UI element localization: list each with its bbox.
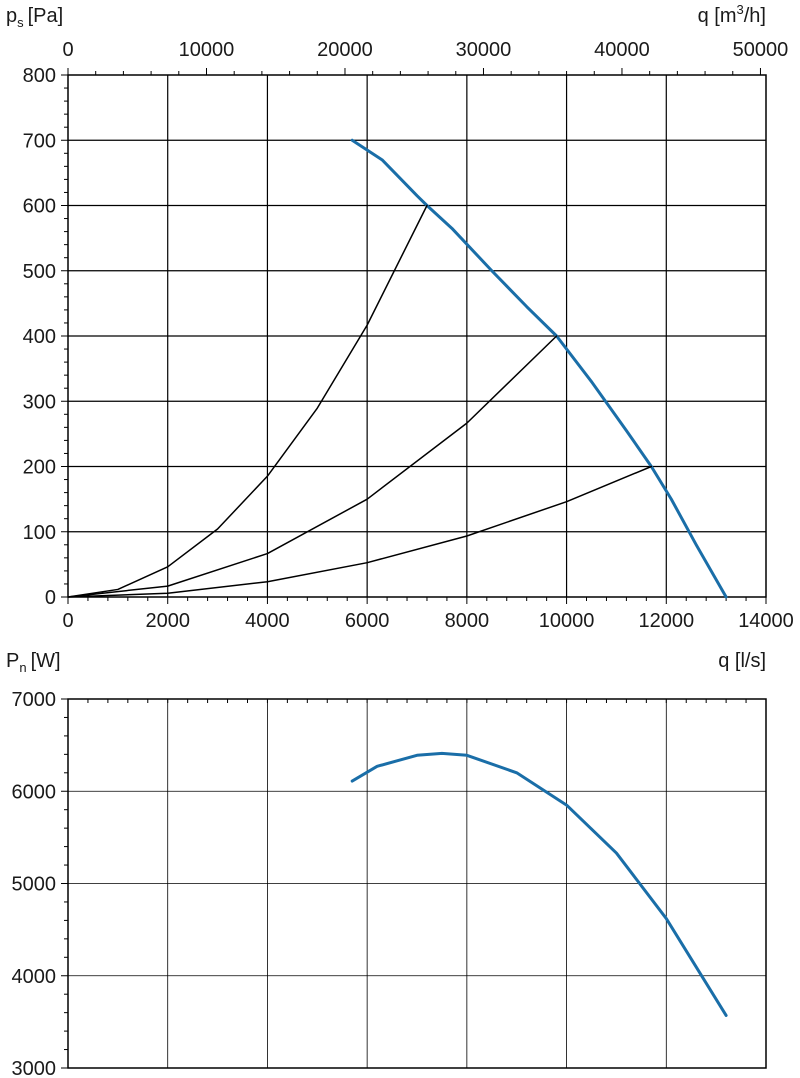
- top-x2-tick-label: 0: [62, 39, 73, 61]
- top-x2-tick-label: 40000: [594, 39, 650, 61]
- bottom-y-tick-label: 5000: [12, 874, 57, 896]
- system-curve-3: [67, 465, 653, 598]
- top-y-tick-label: 700: [23, 130, 56, 152]
- top-x-tick-label: 8000: [445, 610, 490, 632]
- top-x-axis-title: q [l/s]: [718, 650, 766, 672]
- bottom-y-tick-label: 6000: [12, 781, 57, 803]
- top-x-tick-label: 0: [62, 610, 73, 632]
- top-y-tick-label: 200: [23, 457, 56, 479]
- bottom-y-tick-label: 4000: [12, 966, 57, 988]
- system-curve-1: [67, 204, 428, 598]
- bottom-plot-frame: [67, 698, 767, 1069]
- top-y-tick-label: 800: [23, 65, 56, 87]
- power-flow-chart: 3000 4000 5000 6000 7000 Pn [W]: [6, 650, 767, 1078]
- top-y-tick-label: 0: [45, 587, 56, 609]
- top-y-tick-label: 100: [23, 522, 56, 544]
- top-x-tick-label: 6000: [345, 610, 390, 632]
- bottom-y-tick-label: 7000: [12, 689, 57, 711]
- top-y-tick-label: 300: [23, 391, 56, 413]
- top-x2-tick-label: 20000: [317, 39, 373, 61]
- top-x-tick-label: 2000: [145, 610, 190, 632]
- top-x-tick-label: 14000: [738, 610, 794, 632]
- power-curve: [350, 751, 728, 1017]
- system-curve-2: [67, 335, 558, 598]
- top-x2-tick-label: 50000: [733, 39, 789, 61]
- top-x-tick-label: 4000: [245, 610, 290, 632]
- top-y-axis-title: ps [Pa]: [6, 5, 63, 30]
- top-x2-axis-title: q [m3/h]: [698, 2, 766, 27]
- top-x-tick-label: 12000: [638, 610, 694, 632]
- pressure-curve: [350, 138, 728, 599]
- top-x-tick-label: 10000: [539, 610, 595, 632]
- top-y-tick-label: 600: [23, 196, 56, 218]
- bottom-y-tick-label: 3000: [12, 1058, 57, 1078]
- top-y-tick-label: 400: [23, 326, 56, 348]
- top-x2-tick-label: 10000: [179, 39, 235, 61]
- top-y-tick-label: 500: [23, 261, 56, 283]
- top-x2-tick-label: 30000: [456, 39, 512, 61]
- bottom-y-axis-title: Pn [W]: [6, 650, 61, 675]
- top-plot-frame: [67, 74, 767, 598]
